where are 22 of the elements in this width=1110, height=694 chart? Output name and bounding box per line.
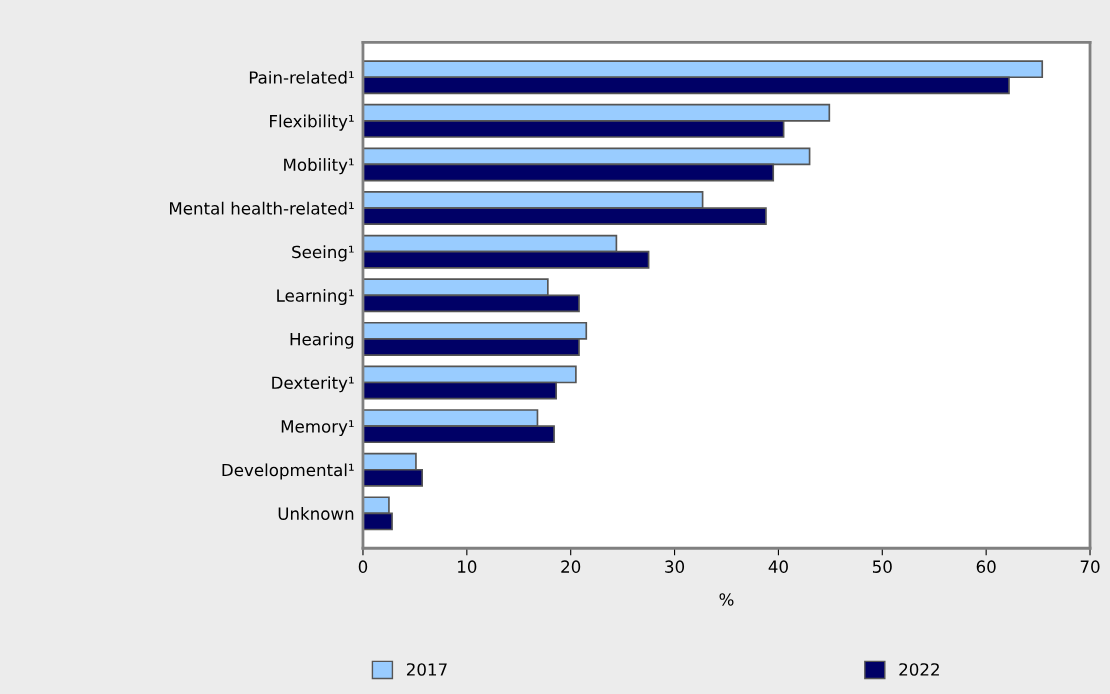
x-tick-label: 70: [1080, 560, 1100, 573]
y-tick-label: Developmental¹: [222, 463, 354, 480]
legend-label: 2017: [406, 663, 447, 676]
y-tick-label: Dexterity¹: [272, 376, 354, 393]
x-tick-label: 30: [665, 560, 685, 573]
y-tick-label: Seeing¹: [292, 245, 354, 262]
y-tick-label: Hearing: [290, 332, 354, 349]
x-tick-label: 60: [976, 560, 996, 573]
y-tick-label: Mobility¹: [284, 158, 354, 175]
legend-label: 2022: [899, 663, 939, 676]
y-tick-label: Unknown: [278, 507, 354, 520]
y-tick-label: Mental health-related¹: [170, 201, 354, 215]
x-tick-label: 10: [458, 560, 477, 573]
y-tick-label: Memory¹: [281, 420, 354, 436]
x-tick-label: 40: [768, 560, 788, 573]
x-tick-label: 0: [358, 560, 368, 573]
x-axis-title: %: [719, 593, 734, 606]
y-tick-label: Flexibility¹: [270, 114, 354, 131]
x-tick-label: 20: [561, 560, 581, 573]
y-tick-label: Pain-related¹: [249, 70, 354, 84]
x-tick-label: 50: [872, 560, 892, 573]
y-tick-label: Learning¹: [277, 288, 354, 306]
